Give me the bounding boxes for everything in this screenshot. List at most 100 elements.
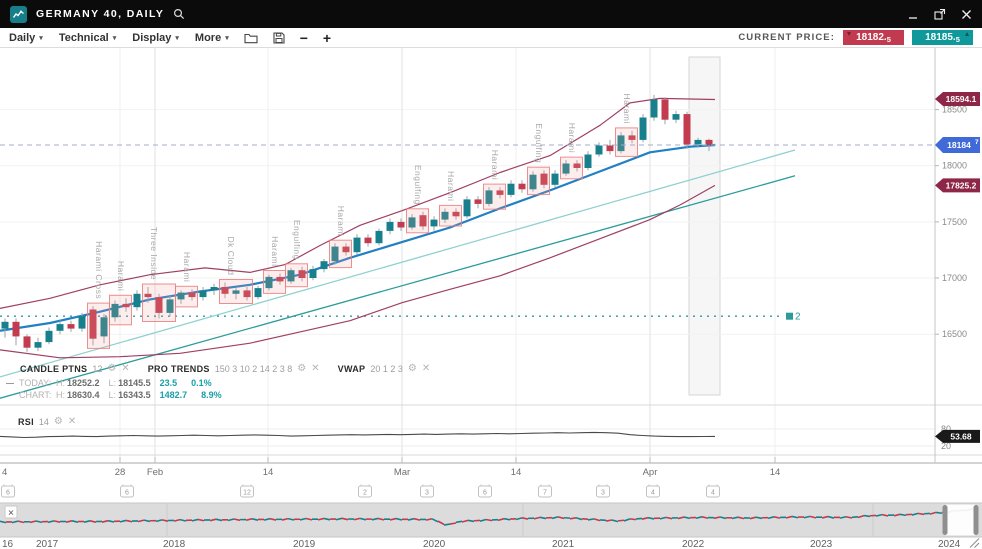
- candle-up: [386, 221, 394, 231]
- settings-icon[interactable]: ⚙: [297, 363, 307, 374]
- candle-down: [606, 145, 614, 152]
- calendar-event-icon[interactable]: 4: [706, 484, 720, 498]
- pattern-box: [109, 294, 132, 326]
- year-label: 2023: [810, 539, 833, 549]
- year-label: 2020: [423, 539, 446, 549]
- settings-icon[interactable]: ⚙: [53, 416, 63, 427]
- candle-up: [320, 261, 328, 270]
- popout-window-button[interactable]: [934, 8, 946, 20]
- indicator-legend-row: CANDLE PTNS 12 ⚙ ✕ PRO TRENDS 150 3 10 2 14 2…: [20, 363, 448, 375]
- candle-up: [78, 316, 86, 329]
- menu-display[interactable]: Display ▾: [132, 31, 179, 44]
- projection-box: [688, 56, 721, 396]
- calendar-event-icon[interactable]: 12: [240, 484, 254, 498]
- calendar-event-icon[interactable]: 6: [120, 484, 134, 498]
- svg-text:18594.1: 18594.1: [946, 94, 977, 104]
- year-label: 16: [2, 539, 14, 549]
- calendar-event-icon[interactable]: 3: [596, 484, 610, 498]
- indicator-rsi: RSI 14 ⚙ ✕: [18, 416, 77, 428]
- pattern-label: Harami: [446, 171, 456, 201]
- calendar-event-icon[interactable]: 7: [538, 484, 552, 498]
- candle-up: [1, 321, 9, 329]
- pattern-label: Harami: [182, 252, 192, 282]
- resize-grip[interactable]: [969, 538, 980, 548]
- x-tick-label: 14: [511, 467, 522, 478]
- x-tick-label: Apr: [643, 467, 658, 478]
- price-scale[interactable]: 18500 18000 17500 17000 16500 80 20 18594.1 1818…: [935, 92, 980, 451]
- candle-up: [463, 199, 471, 217]
- candle-up: [210, 287, 218, 291]
- indicator-vwap: VWAP 20 1 2 3 ⚙ ✕: [337, 363, 431, 375]
- candle-up: [45, 330, 53, 343]
- zoom-out-button[interactable]: −: [299, 29, 308, 46]
- save-icon[interactable]: [273, 31, 285, 44]
- candle-up: [254, 288, 262, 298]
- chart-stage: 2 Harami Cross Harami Three Inside Harami Dk …: [0, 48, 982, 549]
- current-price-label: CURRENT PRICE:: [738, 32, 835, 43]
- remove-indicator-icon[interactable]: ✕: [121, 363, 130, 374]
- candle-down: [496, 190, 504, 195]
- navigator-selection[interactable]: [944, 503, 977, 537]
- menu-daily[interactable]: Daily ▾: [9, 31, 43, 44]
- candle-up: [408, 217, 416, 228]
- minimize-button[interactable]: [908, 9, 919, 20]
- calendar-event-icon[interactable]: 4: [646, 484, 660, 498]
- remove-indicator-icon[interactable]: ✕: [67, 416, 77, 427]
- candle-up: [639, 117, 647, 140]
- y-tick-label: 16500: [942, 329, 967, 339]
- price-chart-canvas[interactable]: 2 Harami Cross Harami Three Inside Harami Dk …: [0, 48, 982, 549]
- navigator[interactable]: ✕ 16 2017 2018 2019 2020 2021 2022 2023 2024: [0, 502, 982, 549]
- navigator-handle-right[interactable]: [973, 505, 979, 535]
- pattern-box: [329, 239, 352, 269]
- candle-up: [617, 135, 625, 152]
- candle-up: [100, 317, 108, 337]
- candle-down: [419, 215, 427, 227]
- calendar-event-icon[interactable]: 2: [358, 484, 372, 498]
- ask-price-badge[interactable]: 18185. 5: [912, 30, 973, 45]
- svg-text:53.68: 53.68: [950, 431, 972, 441]
- candle-down: [221, 287, 229, 294]
- year-label: 2024: [938, 539, 961, 549]
- upper-band-line: [0, 97, 716, 309]
- time-scale[interactable]: 4 28 Feb 14 Mar 14 Apr 14: [2, 457, 780, 478]
- bid-price-badge[interactable]: 18182. 5: [843, 30, 904, 45]
- price-badge: 18184 7: [935, 137, 980, 153]
- pattern-box: [560, 156, 583, 180]
- candle-down: [364, 237, 372, 244]
- calendar-event-icon[interactable]: 6: [1, 484, 15, 498]
- lower-band-line: [0, 184, 716, 359]
- calendar-event-icon[interactable]: 3: [420, 484, 434, 498]
- pattern-label: Harami: [116, 261, 126, 291]
- chart-background: [0, 48, 982, 549]
- candle-up: [34, 342, 42, 348]
- pattern-annotations: Harami Cross Harami Three Inside Harami Dk C…: [87, 93, 638, 349]
- pattern-box: [219, 279, 253, 304]
- pattern-label: Harami: [622, 93, 632, 123]
- menu-technical[interactable]: Technical ▾: [58, 31, 117, 44]
- menu-more[interactable]: More ▾: [194, 31, 229, 44]
- x-tick-label: Mar: [394, 467, 410, 478]
- candle-down: [12, 321, 20, 337]
- candle-up: [529, 174, 537, 190]
- settings-icon[interactable]: ⚙: [107, 363, 117, 374]
- pattern-label: Dk Cloud: [226, 237, 236, 276]
- indicator-pro-trends: PRO TRENDS 150 3 10 2 14 2 3 8 ⚙ ✕: [147, 363, 320, 375]
- vwap-band-marker: [786, 312, 793, 320]
- candle-up: [650, 99, 658, 118]
- remove-indicator-icon[interactable]: ✕: [421, 363, 431, 374]
- svg-text:3: 3: [425, 490, 429, 497]
- candle-down: [243, 290, 251, 298]
- navigator-close-button[interactable]: ✕: [4, 505, 18, 519]
- calendar-event-icon[interactable]: 6: [478, 484, 492, 498]
- settings-icon[interactable]: ⚙: [407, 363, 417, 374]
- remove-indicator-icon[interactable]: ✕: [311, 363, 320, 374]
- open-folder-icon[interactable]: [244, 32, 258, 44]
- svg-text:4: 4: [711, 490, 715, 497]
- close-window-button[interactable]: [961, 9, 972, 20]
- candle-up: [199, 290, 207, 298]
- navigator-handle-left[interactable]: [942, 505, 948, 535]
- search-icon[interactable]: [173, 8, 185, 20]
- svg-text:7: 7: [543, 490, 547, 497]
- svg-text:6: 6: [6, 490, 10, 497]
- zoom-in-button[interactable]: +: [322, 29, 332, 46]
